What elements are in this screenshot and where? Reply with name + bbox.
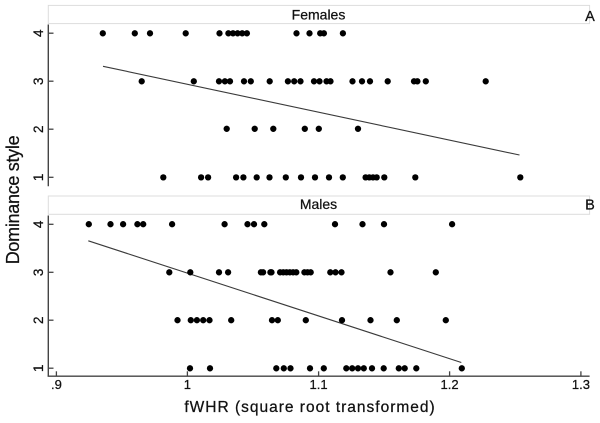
svg-text:1.3: 1.3 — [572, 377, 590, 392]
svg-text:Females: Females — [292, 6, 346, 22]
svg-text:A: A — [585, 9, 595, 25]
svg-text:2: 2 — [31, 316, 46, 324]
svg-text:1.2: 1.2 — [441, 377, 459, 392]
svg-text:4: 4 — [31, 220, 46, 228]
svg-text:3: 3 — [31, 269, 46, 277]
svg-text:4: 4 — [31, 29, 46, 37]
svg-text:1: 1 — [31, 174, 46, 182]
svg-text:1: 1 — [184, 377, 191, 392]
svg-text:1.1: 1.1 — [310, 377, 328, 392]
svg-text:B: B — [585, 197, 595, 213]
svg-text:2: 2 — [31, 125, 46, 133]
svg-text:Dominance style: Dominance style — [3, 135, 23, 264]
svg-text:fWHR (square root transformed): fWHR (square root transformed) — [184, 399, 435, 416]
svg-text:Males: Males — [300, 196, 337, 212]
svg-text:3: 3 — [31, 77, 46, 85]
svg-text:1: 1 — [31, 364, 46, 372]
svg-text:.9: .9 — [51, 377, 62, 392]
